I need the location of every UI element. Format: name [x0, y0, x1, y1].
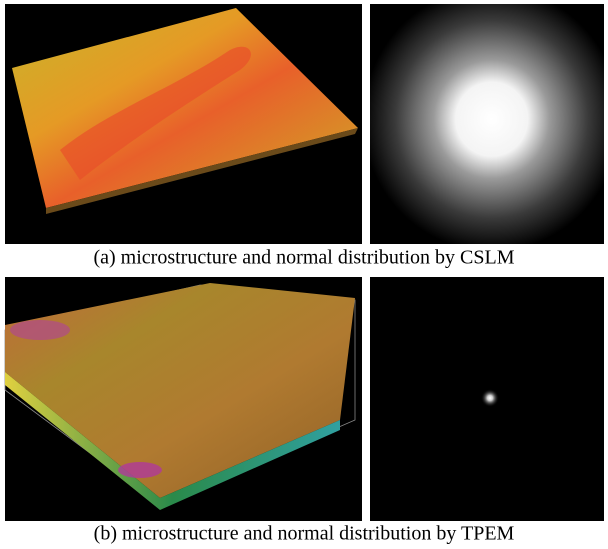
- surface-feature: [118, 462, 162, 478]
- normal-distribution: [481, 389, 499, 407]
- normal-distribution: [370, 4, 604, 244]
- caption: (b) microstructure and normal distributi…: [94, 523, 515, 545]
- figure: (a) microstructure and normal distributi…: [0, 0, 608, 549]
- caption: (a) microstructure and normal distributi…: [93, 247, 514, 269]
- surface-feature: [10, 320, 70, 340]
